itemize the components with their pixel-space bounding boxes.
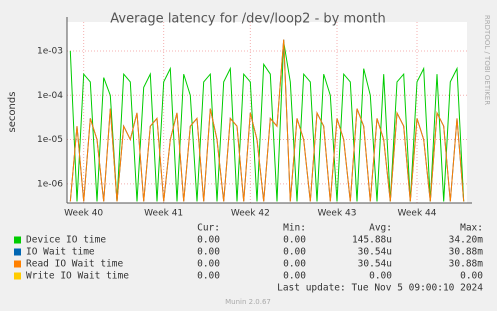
x-tick-label: Week 44 [398,209,437,219]
stats-value: 34.20m [449,235,484,246]
stats-value: 0.00 [197,271,220,282]
last-update: Last update: Tue Nov 5 09:00:10 2024 [277,283,483,294]
legend-label: Device IO time [26,235,106,246]
stats-value: 145.88u [352,235,392,246]
stats-value: 30.54u [358,247,392,258]
y-axis-label: seconds [7,92,18,133]
stats-value: 0.00 [283,247,306,258]
stats-value: 30.88m [449,259,484,270]
stats-value: 0.00 [369,271,392,282]
legend-label: Write IO Wait time [26,271,129,282]
y-tick-label: 1e-06 [37,179,63,189]
stats-value: 0.00 [460,271,483,282]
legend-swatch [14,236,21,244]
legend-swatch [14,272,21,280]
side-text: RRDTOOL / TOBI OETIKER [483,15,491,105]
stats-value: 30.54u [358,259,392,270]
legend-label: Read IO Wait time [26,259,124,270]
stats-value: 0.00 [283,235,306,246]
y-tick-label: 1e-04 [37,91,63,101]
stats-header: Min: [283,223,306,234]
series-line [69,41,465,202]
stats-header: Avg: [369,223,392,234]
plot-area [67,22,467,203]
stats-header: Max: [460,223,483,234]
legend-swatch [14,248,21,256]
footer: Munin 2.0.67 [225,298,271,306]
x-tick-label: Week 40 [64,209,103,219]
stats-value: 0.00 [197,247,220,258]
x-tick-label: Week 42 [231,209,270,219]
stats-value: 0.00 [283,259,306,270]
stats-value: 0.00 [197,259,220,270]
stats-value: 0.00 [283,271,306,282]
series-line [69,39,465,202]
stats-header: Cur: [197,223,220,234]
legend-swatch [14,260,21,268]
stats-value: 30.88m [449,247,484,258]
y-tick-label: 1e-03 [37,46,63,56]
x-tick-label: Week 41 [144,209,183,219]
y-tick-label: 1e-05 [37,135,63,145]
x-tick-label: Week 43 [318,209,357,219]
chart-title: Average latency for /dev/loop2 - by mont… [110,12,385,27]
legend-label: IO Wait time [26,247,95,258]
stats-value: 0.00 [197,235,220,246]
